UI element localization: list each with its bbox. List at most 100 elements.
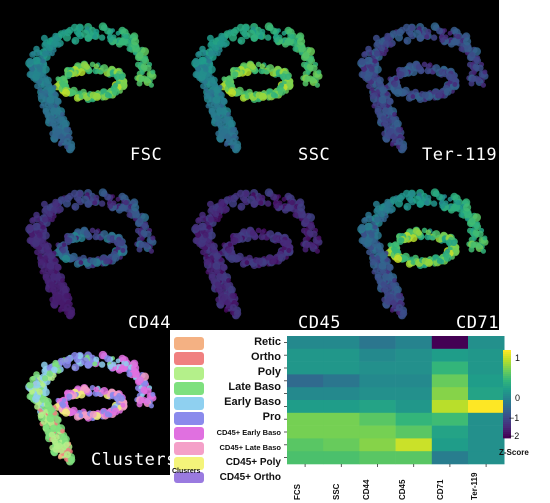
umap-point bbox=[447, 196, 453, 202]
umap-point bbox=[47, 406, 55, 414]
umap-point bbox=[77, 234, 86, 243]
umap-point bbox=[138, 241, 145, 248]
umap-point bbox=[83, 386, 90, 393]
umap-point bbox=[232, 237, 239, 244]
umap-point bbox=[436, 92, 443, 98]
umap-point bbox=[408, 24, 416, 31]
umap-point bbox=[104, 27, 112, 35]
umap-point bbox=[364, 222, 373, 231]
umap-point bbox=[57, 30, 66, 38]
umap-point bbox=[33, 45, 40, 53]
umap-point bbox=[384, 198, 391, 206]
umap-point bbox=[392, 112, 397, 117]
legend-swatch-retic bbox=[174, 337, 204, 350]
umap-point bbox=[51, 366, 58, 374]
umap-point bbox=[229, 126, 236, 133]
colorbar-segment bbox=[503, 354, 511, 357]
colorbar-tick: −1 bbox=[509, 413, 520, 423]
umap-point bbox=[46, 261, 55, 270]
umap-point bbox=[93, 386, 100, 393]
umap-point bbox=[277, 200, 283, 206]
umap-point bbox=[143, 243, 150, 250]
umap-point bbox=[61, 76, 67, 82]
colorbar-label: Z-Score bbox=[499, 448, 529, 457]
umap-point bbox=[243, 234, 252, 243]
umap-point bbox=[61, 408, 71, 417]
umap-point bbox=[195, 66, 201, 72]
umap-point bbox=[229, 138, 237, 146]
colorbar-tick: −2 bbox=[509, 431, 520, 441]
umap-point bbox=[403, 36, 412, 45]
umap-point bbox=[89, 410, 97, 418]
umap-point bbox=[424, 34, 430, 40]
legend-swatch-late-baso bbox=[174, 382, 204, 395]
umap-point bbox=[60, 402, 67, 409]
umap-point bbox=[71, 36, 80, 45]
umap-point bbox=[213, 86, 221, 94]
umap-point bbox=[393, 242, 399, 248]
umap-point bbox=[52, 132, 60, 139]
umap-point bbox=[42, 105, 50, 113]
umap-point bbox=[41, 231, 50, 240]
umap-point bbox=[64, 194, 72, 203]
col-label: Ter-119 bbox=[470, 472, 479, 500]
umap-point bbox=[216, 286, 223, 294]
row-label: CD45+ Poly bbox=[225, 457, 281, 468]
row-label: Ortho bbox=[251, 351, 281, 363]
umap-point bbox=[218, 132, 226, 139]
umap-point bbox=[389, 142, 395, 147]
panel-label: SSC bbox=[298, 145, 331, 165]
umap-point bbox=[32, 380, 41, 389]
colorbar-segment bbox=[503, 358, 511, 361]
umap-point bbox=[220, 97, 228, 106]
umap-point bbox=[455, 33, 461, 40]
umap-point bbox=[285, 38, 293, 46]
umap-point bbox=[270, 92, 277, 98]
umap-point bbox=[44, 242, 52, 250]
col-label: SSC bbox=[332, 483, 341, 500]
umap-point bbox=[60, 81, 67, 88]
umap-plot-ssc bbox=[191, 22, 323, 154]
umap-point bbox=[286, 248, 292, 253]
umap-point bbox=[233, 309, 242, 318]
umap-point bbox=[430, 34, 438, 41]
umap-point bbox=[374, 271, 382, 279]
legend-swatch-pro bbox=[174, 412, 204, 425]
umap-panel-clusters: Clusters bbox=[0, 332, 176, 475]
umap-point bbox=[217, 206, 224, 213]
umap-point bbox=[436, 27, 444, 35]
umap-point bbox=[61, 119, 70, 128]
umap-point bbox=[403, 189, 411, 198]
umap-point bbox=[398, 71, 405, 78]
umap-point bbox=[111, 361, 117, 367]
umap-point bbox=[63, 304, 71, 312]
umap-point bbox=[369, 93, 376, 100]
umap-point bbox=[393, 88, 403, 97]
umap-point bbox=[302, 51, 310, 59]
umap-point bbox=[136, 246, 143, 253]
umap-point bbox=[264, 200, 272, 207]
umap-point bbox=[192, 223, 200, 231]
umap-point bbox=[424, 200, 430, 206]
umap-point bbox=[365, 211, 372, 219]
umap-point bbox=[120, 82, 126, 87]
umap-point bbox=[212, 95, 221, 104]
umap-point bbox=[226, 81, 233, 88]
umap-point bbox=[237, 202, 246, 211]
umap-point bbox=[445, 239, 453, 247]
umap-point bbox=[93, 63, 100, 70]
col-label: CD71 bbox=[436, 479, 445, 500]
umap-point bbox=[61, 398, 67, 403]
umap-point bbox=[212, 44, 220, 52]
umap-point bbox=[226, 247, 233, 254]
umap-point bbox=[392, 278, 397, 283]
umap-point bbox=[249, 229, 256, 236]
umap-point bbox=[358, 57, 366, 65]
umap-point bbox=[115, 196, 121, 202]
umap-point bbox=[270, 258, 277, 264]
umap-point bbox=[361, 51, 368, 58]
umap-point bbox=[403, 202, 412, 211]
umap-point bbox=[378, 44, 386, 52]
umap-point bbox=[297, 203, 306, 212]
umap-point bbox=[309, 77, 316, 84]
